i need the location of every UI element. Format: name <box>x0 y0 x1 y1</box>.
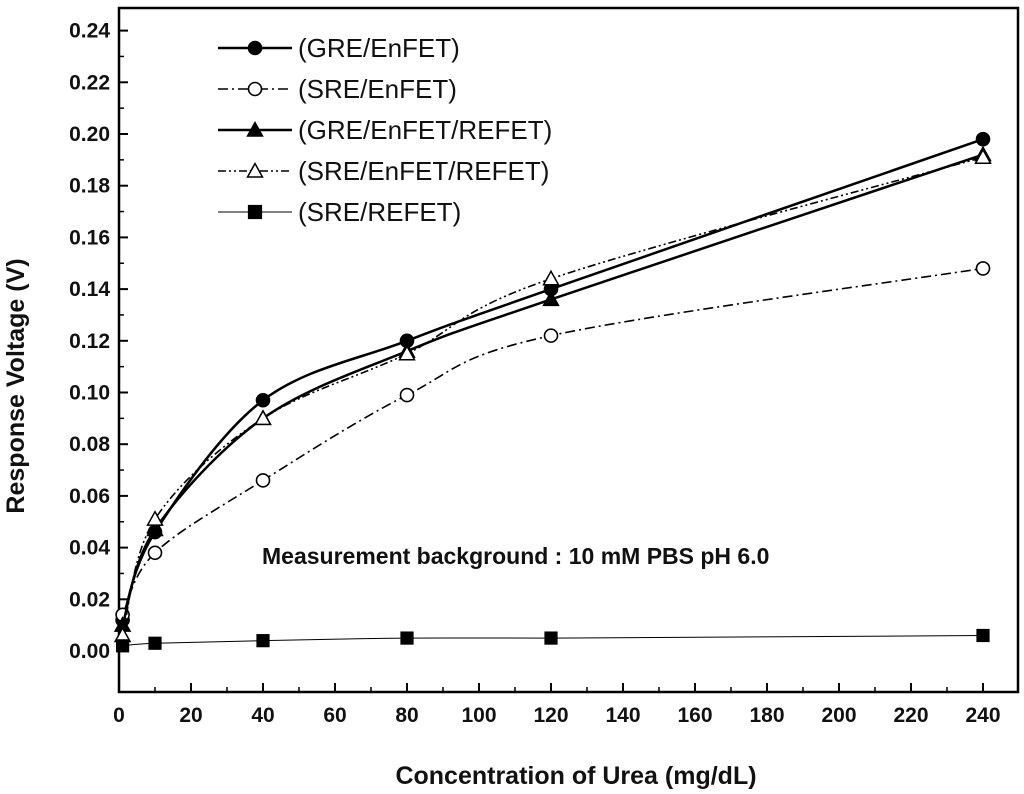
x-tick-label: 140 <box>605 704 640 727</box>
x-tick-label: 80 <box>395 704 418 727</box>
legend-marker <box>246 120 264 137</box>
y-tick-label: 0.08 <box>69 433 110 456</box>
y-tick-label: 0.24 <box>69 20 110 43</box>
y-tick-label: 0.14 <box>69 278 110 301</box>
series-group <box>113 131 992 653</box>
legend-label: (SRE/EnFET) <box>298 74 457 104</box>
legend-label: (GRE/EnFET) <box>298 33 460 63</box>
legend-item: (GRE/EnFET/REFET) <box>218 115 552 145</box>
legend-item: (SRE/REFET) <box>218 197 461 227</box>
legend-label: (GRE/EnFET/REFET) <box>298 115 552 145</box>
annotation-text: Measurement background : 10 mM PBS pH 6.… <box>262 543 769 569</box>
data-point <box>543 328 559 343</box>
x-tick-label: 240 <box>965 704 1000 727</box>
data-point <box>146 520 164 537</box>
series <box>115 628 990 653</box>
x-tick-label: 20 <box>179 704 202 727</box>
x-tick-label: 160 <box>677 704 712 727</box>
data-point <box>115 639 130 653</box>
x-tick-label: 200 <box>821 704 856 727</box>
legend-marker <box>247 40 263 56</box>
legend-item: (GRE/EnFET) <box>218 33 460 63</box>
legend-item: (SRE/EnFET) <box>218 74 457 104</box>
data-point <box>975 131 991 147</box>
x-axis-title: Concentration of Urea (mg/dL) <box>395 762 756 790</box>
x-tick-label: 100 <box>461 704 496 727</box>
plot-area: 0 20 40 60 80 100 120 140 160 180 200 220 240 0.00 0.0… <box>69 6 1020 727</box>
y-tick-label: 0.16 <box>69 226 110 249</box>
y-tick-label: 0.12 <box>69 330 110 353</box>
data-point <box>255 392 271 408</box>
data-point <box>255 473 271 488</box>
legend-marker <box>247 204 263 220</box>
data-point <box>976 628 990 643</box>
legend: (GRE/EnFET) (SRE/EnFET) (GRE/EnFET/REFET) (… <box>218 33 552 227</box>
data-point <box>147 545 163 561</box>
y-tick-label: 0.10 <box>69 382 110 405</box>
x-tick-label: 180 <box>749 704 784 727</box>
data-point <box>256 634 270 648</box>
y-tick-label: 0.20 <box>69 123 110 146</box>
y-tick-label: 0.06 <box>69 485 110 508</box>
y-tick-label: 0.22 <box>69 71 110 94</box>
legend-label: (SRE/EnFET/REFET) <box>298 156 549 186</box>
data-point <box>400 631 414 645</box>
data-point <box>974 148 992 164</box>
data-point <box>542 269 560 286</box>
y-tick-label: 0.04 <box>69 537 110 560</box>
data-point <box>975 261 991 276</box>
legend-item: (SRE/EnFET/REFET) <box>218 156 549 186</box>
x-tick-label: 120 <box>533 704 568 727</box>
y-tick-label: 0.18 <box>69 175 110 198</box>
series <box>115 261 991 623</box>
y-tick-label: 0.00 <box>69 640 110 663</box>
plot-frame <box>117 6 1020 694</box>
series <box>113 148 992 643</box>
x-tick-label: 220 <box>893 704 928 727</box>
data-point <box>254 409 272 426</box>
legend-label: (SRE/REFET) <box>298 197 461 227</box>
data-point <box>398 344 416 361</box>
y-tick-label: 0.02 <box>69 588 110 611</box>
legend-marker <box>246 161 264 178</box>
legend-marker <box>247 81 263 97</box>
data-point <box>148 636 162 650</box>
x-tick-label: 60 <box>323 704 346 727</box>
data-point <box>146 510 164 526</box>
data-point <box>544 631 558 645</box>
x-tick-label: 40 <box>251 704 274 727</box>
data-point <box>399 387 415 403</box>
y-axis-title: Response Voltage (V) <box>2 258 30 513</box>
data-point <box>542 290 560 307</box>
x-tick-label: 0 <box>113 704 125 727</box>
